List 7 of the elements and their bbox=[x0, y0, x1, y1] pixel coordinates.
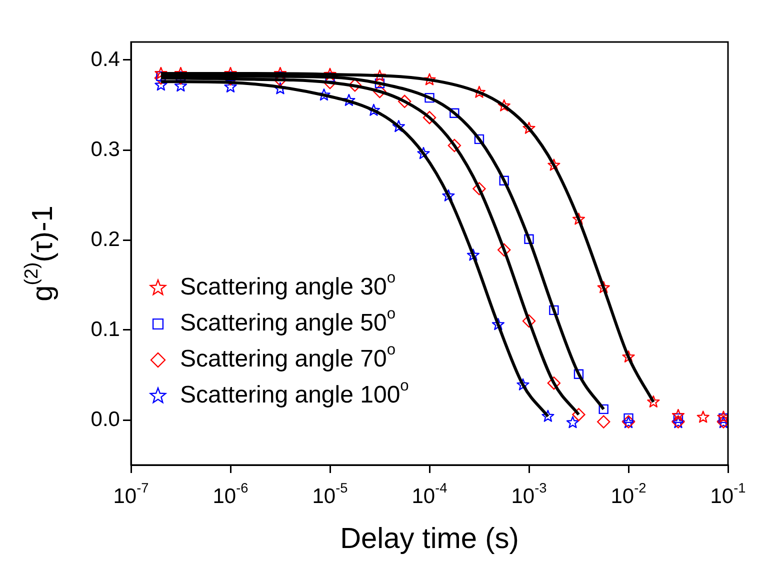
y-axis-title: g(2)(τ)-1 bbox=[20, 206, 59, 302]
y-tick-label: 0.4 bbox=[90, 48, 120, 71]
y-tick-label: 0.1 bbox=[90, 318, 120, 341]
y-tick-label: 0.2 bbox=[90, 228, 120, 251]
y-tick-label: 0.0 bbox=[90, 408, 120, 431]
y-tick-label: 0.3 bbox=[90, 138, 120, 161]
x-axis-title: Delay time (s) bbox=[340, 523, 519, 555]
